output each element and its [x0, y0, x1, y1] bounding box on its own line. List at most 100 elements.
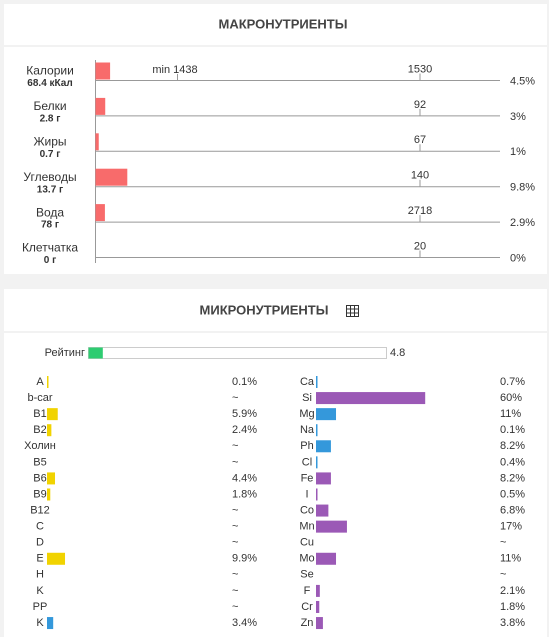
micro-bar — [316, 552, 337, 565]
micro-percent: ~ — [500, 537, 506, 549]
percent-label: 3% — [510, 111, 526, 123]
rating-label: Рейтинг — [45, 347, 85, 359]
nutrient-name: Белки — [33, 99, 66, 113]
micro-percent: ~ — [232, 601, 238, 613]
bar — [95, 133, 99, 151]
nutrient-amount: 0.7 г — [40, 149, 61, 160]
nutrient-amount: 2.8 г — [40, 114, 61, 125]
micro-percent: 0.4% — [500, 456, 525, 468]
micro-percent: ~ — [500, 569, 506, 581]
micro-percent: 5.9% — [232, 408, 257, 420]
micro-name: Zn — [301, 617, 314, 629]
micro-bar — [316, 376, 318, 388]
micro-name: B12 — [30, 504, 50, 516]
micro-percent: 1.8% — [500, 601, 525, 613]
percent-label: 1% — [510, 146, 526, 158]
micro-bar — [47, 488, 51, 501]
micro-name: K — [36, 617, 44, 629]
bar — [95, 168, 128, 186]
micro-percent: 2.1% — [500, 585, 525, 597]
nutrient-name: Клетчатка — [22, 241, 78, 255]
micro-percent: ~ — [232, 504, 238, 516]
micro-percent: 0.7% — [500, 376, 525, 388]
bar — [95, 97, 106, 115]
micro-percent: 17% — [500, 521, 522, 533]
micro-name: I — [305, 488, 308, 500]
macros-title: МАКРОНУТРИЕНТЫ — [219, 16, 348, 31]
micro-name: Cl — [302, 456, 312, 468]
norm-label: 140 — [411, 170, 429, 182]
nutrient-name: Углеводы — [23, 170, 76, 184]
micro-percent: 11% — [500, 553, 521, 565]
rating-bar — [88, 347, 103, 359]
micro-name: b-car — [27, 392, 52, 404]
micro-bar — [316, 392, 426, 405]
micro-percent: ~ — [232, 585, 238, 597]
micro-name: D — [36, 537, 44, 549]
micro-name: Ph — [300, 440, 313, 452]
nutrient-amount: 68.4 кКал — [27, 78, 72, 89]
nutrient-amount: 0 г — [44, 255, 57, 266]
micro-bar — [316, 520, 347, 533]
micro-name: Mn — [299, 521, 314, 533]
micro-percent: 8.2% — [500, 440, 525, 452]
bar — [95, 204, 105, 222]
micro-bar — [316, 408, 337, 421]
micro-name: K — [36, 585, 44, 597]
percent-label: 4.5% — [510, 75, 535, 87]
micro-name: H — [36, 569, 44, 581]
micro-percent: 6.8% — [500, 504, 525, 516]
norm-label: 67 — [414, 134, 426, 146]
micro-name: Si — [302, 392, 312, 404]
micro-name: Se — [300, 569, 313, 581]
micro-bar — [316, 600, 320, 613]
norm-label: 92 — [414, 99, 426, 111]
micro-bar — [47, 408, 58, 421]
micro-bar — [316, 617, 323, 630]
table-icon[interactable] — [346, 305, 359, 317]
micro-bar — [316, 424, 318, 437]
nutrient-amount: 13.7 г — [37, 184, 63, 195]
percent-label: 0% — [510, 252, 526, 264]
micro-percent: 1.8% — [232, 488, 257, 500]
micro-name: Co — [300, 504, 314, 516]
micro-name: E — [36, 553, 43, 565]
micro-percent: 0.5% — [500, 488, 525, 500]
micro-percent: 0.1% — [500, 424, 525, 436]
min-label: min 1438 — [152, 64, 197, 76]
micro-bar — [316, 456, 318, 469]
micro-name: B5 — [33, 456, 46, 468]
micro-name: C — [36, 521, 44, 533]
micro-percent: ~ — [232, 521, 238, 533]
micro-percent: 4.4% — [232, 472, 257, 484]
micro-bar — [316, 488, 318, 501]
micro-percent: 2.4% — [232, 424, 257, 436]
micro-percent: 8.2% — [500, 472, 525, 484]
micro-bar — [47, 376, 49, 388]
micro-percent: 3.4% — [232, 617, 257, 629]
percent-label: 2.9% — [510, 217, 535, 229]
nutrient-name: Вода — [36, 205, 64, 219]
micro-bar — [316, 440, 331, 453]
micro-percent: ~ — [232, 537, 238, 549]
micro-bar — [47, 617, 54, 630]
micro-name: Fe — [301, 472, 314, 484]
micro-percent: ~ — [232, 392, 238, 404]
micro-name: B2 — [33, 424, 46, 436]
rating-track — [88, 347, 387, 359]
micro-name: Cr — [301, 601, 313, 613]
micro-bar — [47, 552, 66, 565]
micro-percent: 9.9% — [232, 553, 257, 565]
micro-name: Mo — [299, 553, 314, 565]
micro-name: A — [36, 376, 44, 388]
micro-name: PP — [33, 601, 48, 613]
norm-label: 2718 — [408, 205, 432, 217]
micro-name: Холин — [24, 440, 56, 452]
micro-name: Ca — [300, 376, 315, 388]
micro-bar — [316, 584, 320, 597]
micro-name: Mg — [299, 408, 314, 420]
micro-name: B6 — [33, 472, 46, 484]
micro-percent: 0.1% — [232, 376, 257, 388]
micro-bar — [316, 472, 331, 485]
